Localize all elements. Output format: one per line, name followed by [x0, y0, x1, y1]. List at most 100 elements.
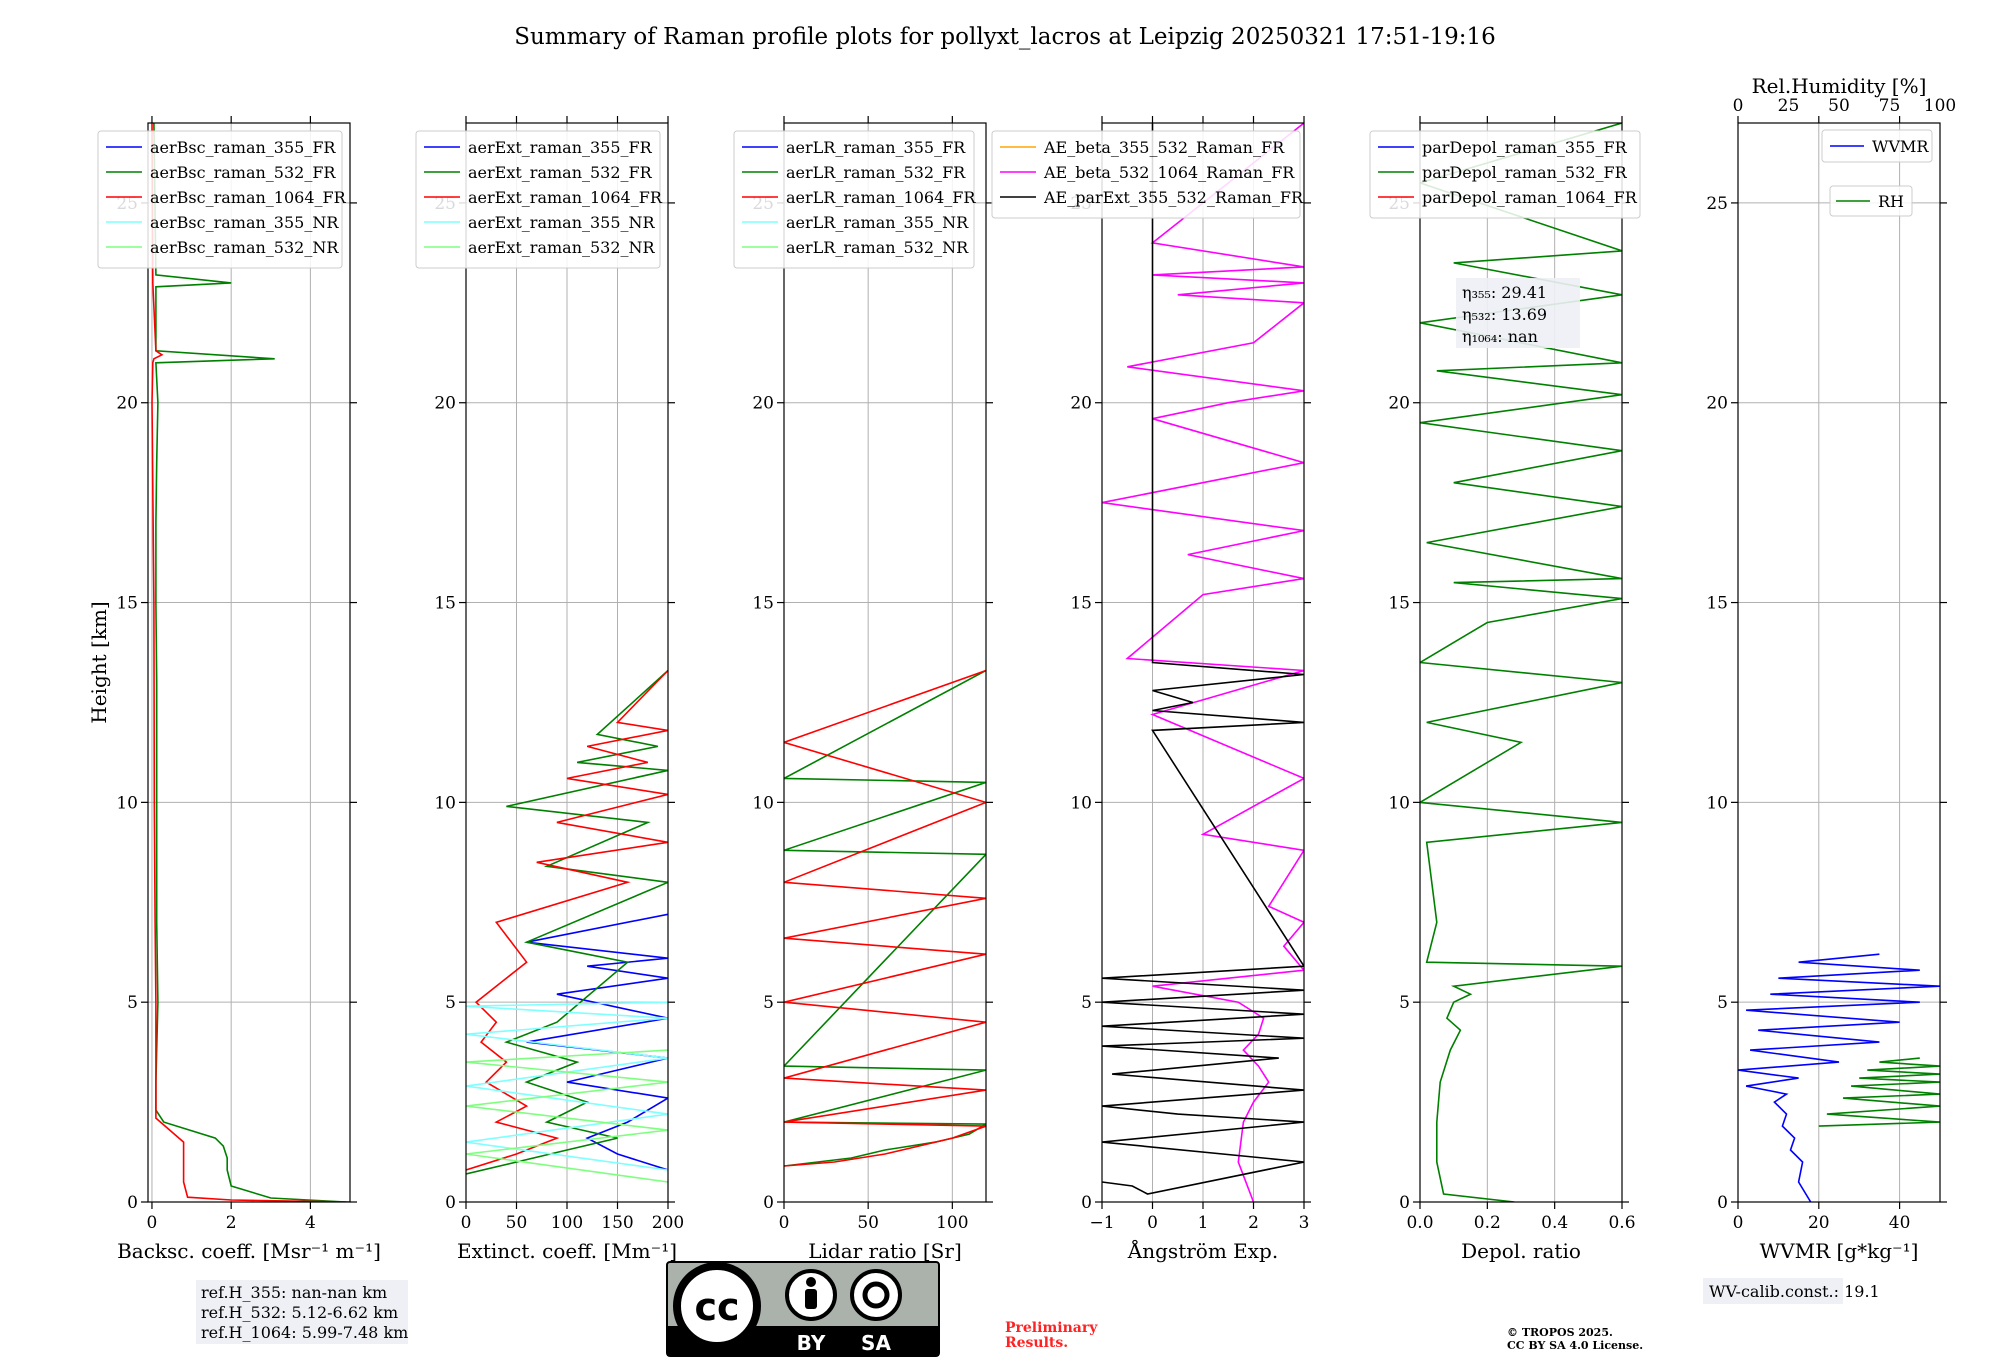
y-tick-label: 15: [116, 594, 138, 614]
series-line-AE_parExt_355_532_Raman_FR: [1102, 123, 1304, 1195]
y-tick-label: 5: [763, 993, 774, 1013]
legend-entry: aerExt_raman_532_FR: [468, 163, 653, 182]
ref-height-532: ref.H_532: 5.12-6.62 km: [201, 1303, 398, 1322]
legend-entry: aerLR_raman_532_NR: [786, 238, 969, 257]
wv-calib-box: WV-calib.const.: 19.1: [1703, 1278, 1880, 1304]
legend-entry: aerExt_raman_355_NR: [468, 213, 656, 232]
y-tick-label: 20: [752, 394, 774, 414]
y-tick-label: 10: [116, 793, 138, 813]
eta-value: η₁₀₆₄: nan: [1462, 327, 1538, 346]
series-line-aerBsc_raman_532_FR: [153, 123, 347, 1202]
series-line-aerExt_raman_355_FR: [526, 913, 668, 1171]
y-tick-label: 20: [434, 394, 456, 414]
cc-circle-icon: [673, 1262, 761, 1350]
x-axis-label: Depol. ratio: [1461, 1239, 1581, 1263]
legend-entry: aerLR_raman_1064_FR: [786, 188, 976, 207]
preliminary-note: Preliminary Results.: [1005, 1320, 1098, 1351]
top-x-tick-label: 100: [1924, 96, 1956, 116]
legend-entry: aerBsc_raman_355_NR: [150, 213, 339, 232]
plot-frame-lidar_ratio: [783, 122, 987, 1203]
y-tick-label: 0: [127, 1193, 138, 1213]
x-tick-label: 0: [147, 1213, 158, 1233]
series-line-parDepol_raman_532_FR: [1420, 123, 1622, 1202]
x-axis-label: Backsc. coeff. [Msr⁻¹ m⁻¹]: [117, 1239, 381, 1263]
series-line-WVMR: [1738, 953, 1940, 1202]
legend-wvmr: WVMR RH: [1821, 129, 1933, 217]
panel-backscatter: 0510152025024Backsc. coeff. [Msr⁻¹ m⁻¹]H…: [87, 116, 381, 1263]
series-group-lidar_ratio: [784, 669, 986, 1167]
legend-entry: aerBsc_raman_532_NR: [150, 238, 339, 257]
legend-entry: aerLR_raman_532_FR: [786, 163, 966, 182]
x-tick-label: 1: [1198, 1213, 1209, 1233]
legend-entry: aerExt_raman_1064_FR: [468, 188, 663, 207]
y-tick-label: 0: [1081, 1193, 1092, 1213]
series-group-wvmr: [1738, 953, 1940, 1202]
x-tick-label: 2: [226, 1213, 237, 1233]
top-x-tick-label: 25: [1778, 96, 1800, 116]
series-group-depol: [1420, 123, 1622, 1202]
x-tick-label: 0.4: [1541, 1213, 1568, 1233]
y-tick-label: 10: [1388, 793, 1410, 813]
x-tick-label: −1: [1089, 1213, 1114, 1233]
x-tick-label: 0: [779, 1213, 790, 1233]
x-tick-label: 200: [652, 1213, 684, 1233]
legend-entry: aerBsc_raman_1064_FR: [150, 188, 347, 207]
figure-title: Summary of Raman profile plots for polly…: [514, 24, 1496, 50]
y-tick-label: 0: [445, 1193, 456, 1213]
x-tick-label: 3: [1299, 1213, 1310, 1233]
top-axis-label: Rel.Humidity [%]: [1752, 74, 1927, 98]
plot-frame-depol: [1419, 122, 1623, 1203]
share-alike-icon: [850, 1269, 902, 1321]
series-group-angstrom: [1102, 123, 1304, 1202]
top-x-tick-label: 50: [1828, 96, 1850, 116]
legend-depol: parDepol_raman_355_FR parDepol_raman_532_…: [1369, 130, 1641, 219]
plot-frame-wvmr: [1737, 122, 1941, 1203]
x-tick-label: 0: [1733, 1213, 1744, 1233]
cc-by-sa-logo: cc BY SA: [666, 1261, 940, 1357]
y-tick-label: 15: [1070, 594, 1092, 614]
copyright-line-1: © TROPOS 2025.: [1507, 1326, 1613, 1339]
x-tick-label: 2: [1248, 1213, 1259, 1233]
legend-entry: aerLR_raman_355_NR: [786, 213, 969, 232]
x-tick-label: 50: [506, 1213, 528, 1233]
x-axis-label: Lidar ratio [Sr]: [808, 1239, 962, 1263]
series-line-aerBsc_raman_1064_FR: [151, 123, 350, 1202]
y-tick-label: 5: [1399, 993, 1410, 1013]
x-tick-label: 0.0: [1406, 1213, 1433, 1233]
y-tick-label: 20: [1706, 394, 1728, 414]
legend-entry: RH: [1878, 192, 1904, 211]
y-tick-label: 0: [1717, 1193, 1728, 1213]
y-tick-label: 10: [434, 793, 456, 813]
legend-entry: aerBsc_raman_532_FR: [150, 163, 336, 182]
y-tick-label: 5: [445, 993, 456, 1013]
ref-heights-box: ref.H_355: nan-nan km ref.H_532: 5.12-6.…: [196, 1280, 408, 1344]
y-tick-label: 20: [1388, 394, 1410, 414]
eta-value: η₃₅₅: 29.41: [1462, 283, 1547, 302]
series-group-backscatter: [151, 123, 350, 1202]
x-tick-label: 0: [461, 1213, 472, 1233]
y-tick-label: 0: [1399, 1193, 1410, 1213]
panels: 0510152025024Backsc. coeff. [Msr⁻¹ m⁻¹]H…: [87, 74, 1956, 1263]
legend-entry: AE_beta_532_1064_Raman_FR: [1043, 163, 1295, 182]
x-tick-label: 20: [1808, 1213, 1830, 1233]
series-line-aerExt_raman_532_FR: [466, 669, 668, 1175]
top-x-tick-label: 75: [1879, 96, 1901, 116]
cc-by-label: BY: [797, 1331, 826, 1355]
series-line-aerLR_raman_532_FR: [784, 669, 986, 1167]
y-axis-label: Height [km]: [87, 601, 111, 723]
y-tick-label: 5: [1717, 993, 1728, 1013]
legend-entry: AE_beta_355_532_Raman_FR: [1043, 138, 1285, 157]
grid-extinction: [465, 123, 669, 1203]
y-tick-label: 15: [1706, 594, 1728, 614]
x-axis-label: Ångström Exp.: [1127, 1238, 1278, 1263]
wv-calib-text: WV-calib.const.: 19.1: [1709, 1282, 1880, 1301]
legend-entry: aerLR_raman_355_FR: [786, 138, 966, 157]
x-tick-label: 100: [551, 1213, 583, 1233]
legend-entry: aerExt_raman_532_NR: [468, 238, 656, 257]
y-tick-label: 25: [1706, 194, 1728, 214]
cc-logo-text: cc: [694, 1285, 739, 1329]
series-line-AE_beta_532_1064_Raman_FR: [1102, 123, 1304, 1202]
x-tick-label: 0.2: [1474, 1213, 1501, 1233]
y-tick-label: 15: [752, 594, 774, 614]
